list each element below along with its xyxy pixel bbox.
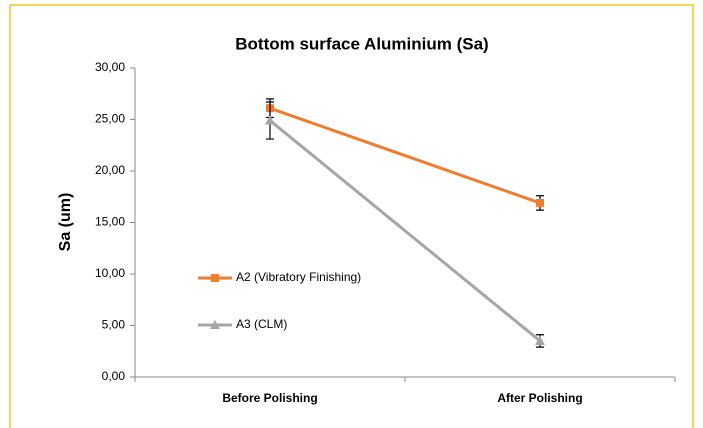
y-tick-label: 20,00 [95, 163, 125, 177]
y-tick-label: 0,00 [102, 369, 126, 383]
chart-title: Bottom surface Aluminium (Sa) [235, 34, 488, 53]
chart-border [9, 4, 694, 428]
marker [210, 320, 220, 329]
series-line [269, 119, 541, 343]
y-tick-label: 15,00 [95, 215, 125, 229]
y-tick-label: 30,00 [95, 60, 125, 74]
x-tick-label: After Polishing [497, 391, 582, 405]
legend-label: A3 (CLM) [236, 317, 287, 331]
x-tick-label: Before Polishing [222, 391, 317, 405]
marker [211, 274, 219, 282]
legend-label: A2 (Vibratory Finishing) [236, 270, 361, 284]
y-tick-label: 5,00 [102, 318, 126, 332]
y-axis-label: Sa (um) [57, 193, 74, 252]
marker [265, 115, 275, 125]
series-line [269, 106, 541, 205]
marker [536, 198, 544, 207]
y-tick-label: 10,00 [95, 266, 125, 280]
marker [535, 335, 545, 345]
y-tick-label: 25,00 [95, 112, 125, 126]
